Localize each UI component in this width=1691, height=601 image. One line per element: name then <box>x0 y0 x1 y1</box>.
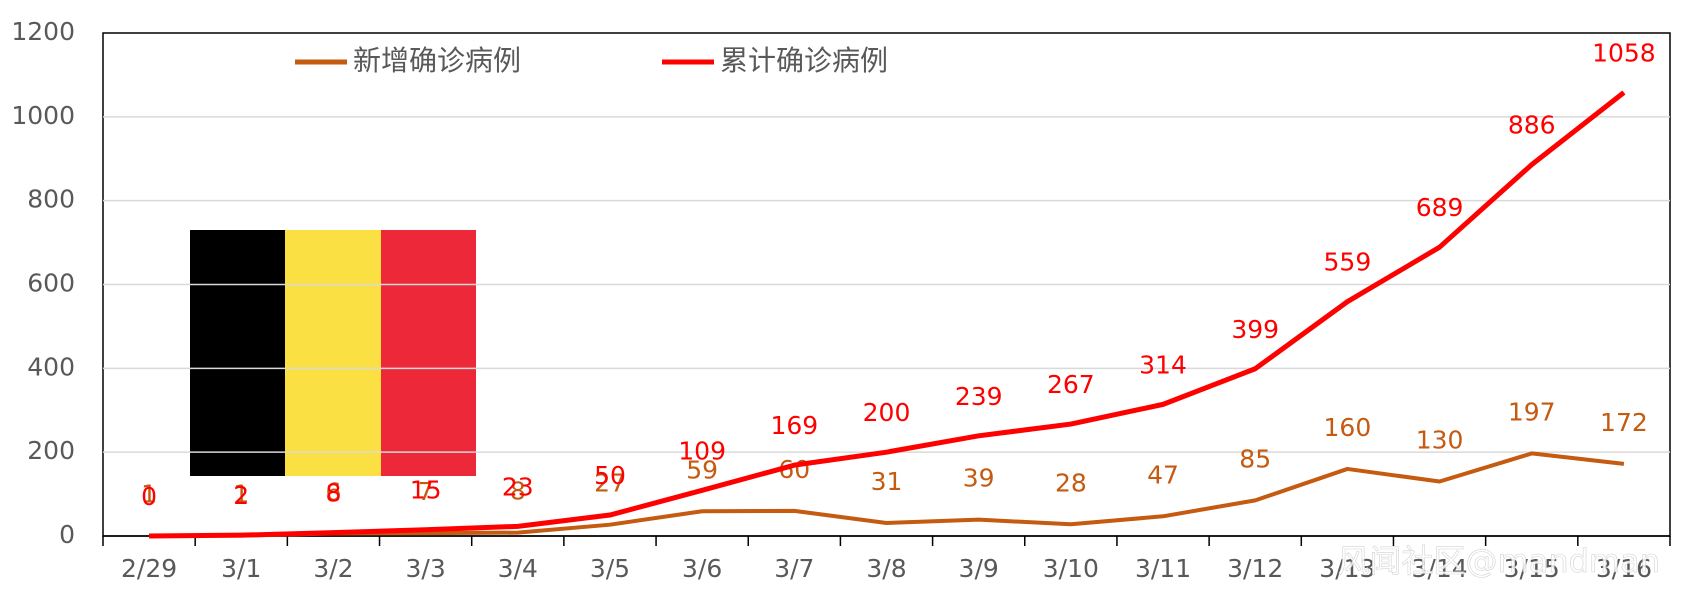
data-label: 2 <box>233 481 249 510</box>
x-tick-label: 3/15 <box>1504 554 1560 583</box>
data-label: 886 <box>1508 111 1556 140</box>
x-tick-label: 3/5 <box>590 554 630 583</box>
x-tick-label: 3/13 <box>1319 554 1375 583</box>
flag-yellow <box>285 230 381 476</box>
data-label: 47 <box>1147 460 1179 489</box>
data-label: 23 <box>502 472 534 501</box>
data-label: 1 <box>233 480 249 509</box>
x-tick-label: 2/29 <box>121 554 177 583</box>
flag-red <box>381 230 476 476</box>
y-tick-label: 600 <box>27 269 75 298</box>
x-tick-label: 3/9 <box>959 554 999 583</box>
watermark: 风闻社区@mandman <box>1338 542 1660 580</box>
data-label: 8 <box>510 477 526 506</box>
x-tick-label: 3/8 <box>866 554 906 583</box>
data-label: 27 <box>594 469 626 498</box>
x-tick-label: 3/2 <box>313 554 353 583</box>
legend-label: 新增确诊病例 <box>353 44 521 77</box>
x-tick-label: 3/3 <box>406 554 446 583</box>
data-label: 15 <box>410 476 442 505</box>
legend-label: 累计确诊病例 <box>720 44 888 77</box>
data-label: 31 <box>871 467 903 496</box>
x-tick-label: 3/16 <box>1596 554 1652 583</box>
y-tick-label: 200 <box>27 436 75 465</box>
data-label: 85 <box>1239 444 1271 473</box>
data-label: 39 <box>963 464 995 493</box>
data-label: 160 <box>1324 413 1372 442</box>
data-label: 0 <box>141 482 157 511</box>
x-tick-label: 3/12 <box>1227 554 1283 583</box>
y-tick-label: 1200 <box>11 17 75 46</box>
data-label: 559 <box>1324 248 1372 277</box>
series-line <box>149 90 1626 539</box>
data-label: 314 <box>1139 350 1187 379</box>
data-label: 399 <box>1231 315 1279 344</box>
flag-black <box>190 230 285 476</box>
data-label: 109 <box>678 436 726 465</box>
data-label: 172 <box>1600 408 1648 437</box>
data-label: 50 <box>594 461 626 490</box>
data-label: 28 <box>1055 468 1087 497</box>
data-label: 267 <box>1047 370 1095 399</box>
data-label: 197 <box>1508 397 1556 426</box>
x-tick-label: 3/1 <box>221 554 261 583</box>
data-label: 1 <box>141 480 157 509</box>
data-label: 1058 <box>1592 39 1656 68</box>
series-line <box>149 451 1625 538</box>
data-label: 130 <box>1416 426 1464 455</box>
x-tick-label: 3/6 <box>682 554 722 583</box>
y-tick-label: 800 <box>27 185 75 214</box>
data-label: 169 <box>770 411 818 440</box>
data-label: 8 <box>325 479 341 508</box>
y-tick-label: 400 <box>27 352 75 381</box>
data-label: 6 <box>325 477 341 506</box>
data-label: 689 <box>1416 193 1464 222</box>
flag <box>190 230 476 476</box>
data-label: 239 <box>955 382 1003 411</box>
x-tick-label: 3/11 <box>1135 554 1191 583</box>
y-tick-label: 0 <box>59 520 75 549</box>
x-tick-label: 3/7 <box>774 554 814 583</box>
data-label: 59 <box>686 455 718 484</box>
data-label: 7 <box>418 477 434 506</box>
data-label: 200 <box>863 398 911 427</box>
x-tick-label: 3/4 <box>498 554 538 583</box>
x-tick-label: 3/14 <box>1411 554 1467 583</box>
y-tick-label: 1000 <box>11 101 75 130</box>
x-tick-label: 3/10 <box>1043 554 1099 583</box>
